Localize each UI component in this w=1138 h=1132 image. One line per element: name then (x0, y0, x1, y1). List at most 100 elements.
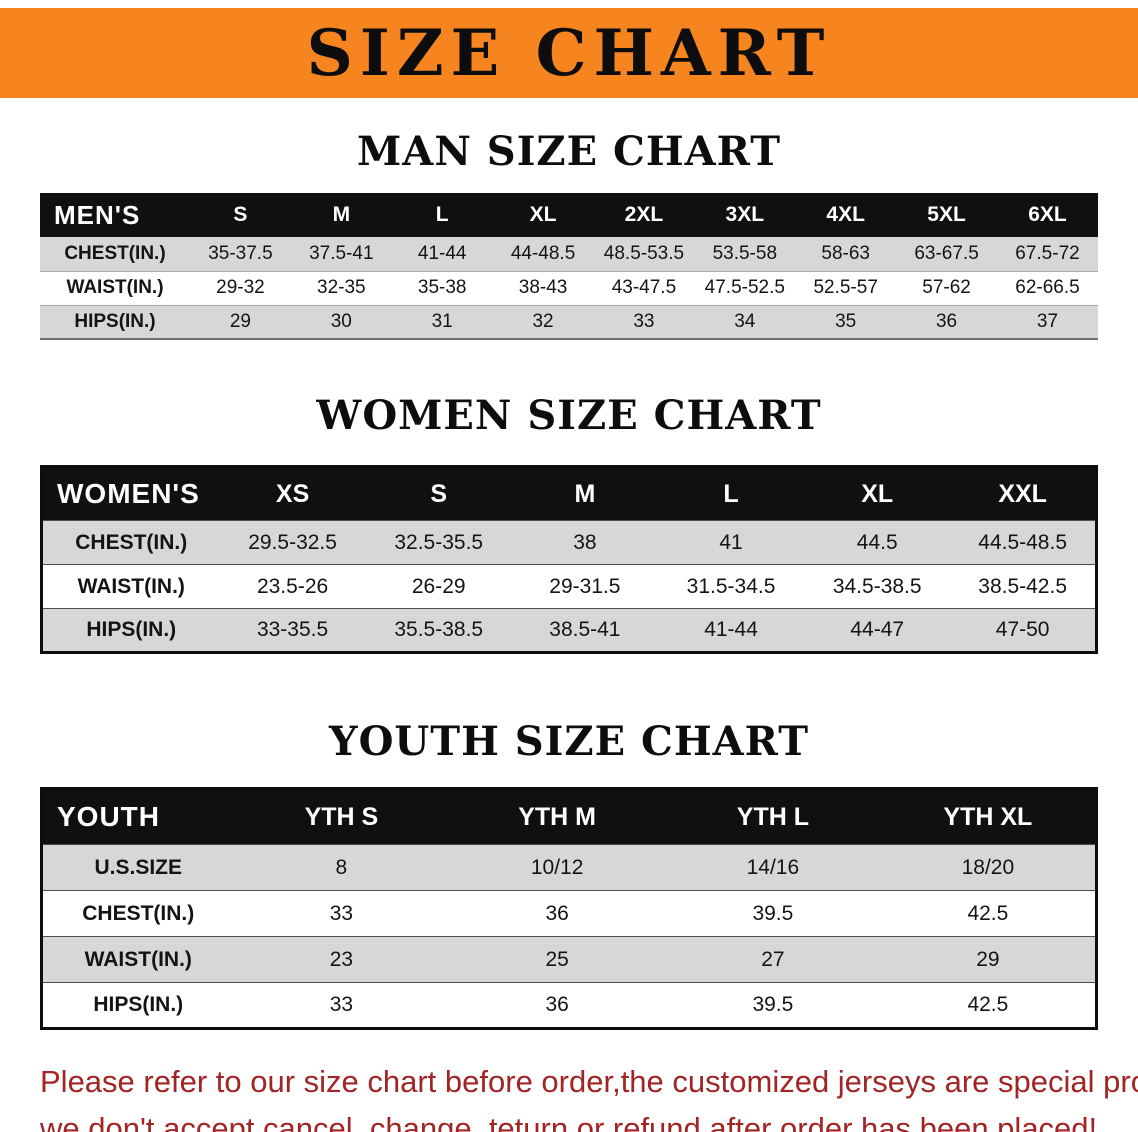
size-value-cell: 62-66.5 (1015, 277, 1080, 298)
women-size-table: WOMEN'S XS S M L XL XXL CHEST(IN.) 29.5-32.5 32.5… (40, 465, 1098, 654)
size-value-cell: 29.5-32.5 (248, 530, 337, 554)
size-value-cell: 25 (545, 947, 569, 971)
size-column-header: XL (492, 193, 594, 237)
size-column-header: YTH M (449, 788, 665, 845)
size-value-cell: 34.5-38.5 (832, 574, 922, 598)
size-value-cell: 29-31.5 (549, 574, 621, 598)
size-value-cell: 37.5-41 (309, 242, 374, 264)
measurement-row-label: HIPS(IN.) (74, 310, 156, 332)
size-column-header: YTH S (233, 788, 450, 845)
size-value-cell: 33 (633, 310, 655, 332)
size-column-header: 6XL (997, 193, 1098, 237)
size-value-cell: 18/20 (961, 855, 1015, 879)
women-section-heading: WOMEN SIZE CHART (316, 392, 822, 439)
size-value-cell: 27 (761, 947, 785, 971)
measurement-row: WAIST(IN.) 29-32 32-35 35-38 38-43 43-47.5 47.… (40, 271, 1098, 305)
men-size-table: MEN'S S M L XL 2XL 3XL 4XL 5XL 6XL CHEST(IN.) 35-37… (40, 193, 1098, 340)
size-value-cell: 36 (545, 993, 569, 1016)
size-value-cell: 48.5-53.5 (603, 242, 685, 264)
size-column-header: 5XL (896, 193, 997, 237)
size-value-cell: 32.5-35.5 (394, 530, 484, 554)
size-value-cell: 44.5-48.5 (978, 530, 1068, 554)
table-header-row: WOMEN'S XS S M L XL XXL (41, 466, 1097, 521)
size-value-cell: 41 (719, 530, 743, 554)
measurement-row-label: U.S.SIZE (94, 855, 183, 879)
size-value-cell: 39.5 (752, 901, 794, 925)
size-value-cell: 47.5-52.5 (704, 277, 785, 298)
size-value-cell: 43-47.5 (611, 277, 677, 298)
size-value-cell: 38.5-41 (549, 618, 621, 641)
size-column-header: S (365, 466, 512, 521)
table-group-label: MEN'S (40, 193, 190, 237)
size-value-cell: 35-37.5 (208, 242, 273, 264)
measurement-row: WAIST(IN.) 23.5-26 26-29 29-31.5 31.5-34.5 34… (41, 564, 1097, 609)
measurement-row: HIPS(IN.) 33 36 39.5 42.5 (41, 982, 1097, 1029)
size-value-cell: 63-67.5 (914, 242, 979, 264)
men-section-heading: MAN SIZE CHART (357, 128, 781, 175)
size-column-header: XS (219, 466, 366, 521)
size-column-header: S (190, 193, 291, 237)
size-value-cell: 30 (330, 310, 352, 332)
size-value-cell: 42.5 (967, 993, 1009, 1016)
disclaimer-note: Please refer to our size chart before or… (40, 1058, 1138, 1132)
size-value-cell: 52.5-57 (813, 277, 878, 298)
size-value-cell: 67.5-72 (1015, 242, 1080, 264)
table-group-label: YOUTH (41, 788, 234, 845)
measurement-row-label: CHEST(IN.) (82, 901, 195, 925)
youth-size-section: YOUTH SIZE CHART YOUTH YTH S YTH M YTH L YTH… (0, 718, 1138, 1030)
page-title: SIZE CHART (306, 15, 832, 91)
size-value-cell: 44.5 (856, 530, 898, 554)
size-column-header: YTH XL (880, 788, 1097, 845)
size-value-cell: 8 (335, 855, 348, 879)
table-group-label: WOMEN'S (41, 466, 220, 521)
size-value-cell: 23.5-26 (256, 574, 329, 598)
measurement-row: CHEST(IN.) 35-37.5 37.5-41 41-44 44-48.5 48.5… (40, 237, 1098, 271)
size-column-header: L (657, 466, 805, 521)
men-size-section: MAN SIZE CHART MEN'S S M L XL 2XL 3XL 4XL 5XL 6XL… (0, 128, 1138, 340)
size-column-header: XL (804, 466, 951, 521)
size-value-cell: 32 (532, 310, 554, 332)
table-header-row: MEN'S S M L XL 2XL 3XL 4XL 5XL 6XL (40, 193, 1098, 237)
size-value-cell: 31 (431, 310, 453, 332)
size-column-header: 4XL (795, 193, 897, 237)
size-column-header: 2XL (593, 193, 695, 237)
size-value-cell: 41-44 (417, 242, 467, 264)
banner: SIZE CHART (0, 8, 1138, 98)
size-value-cell: 36 (935, 310, 958, 332)
size-column-header: YTH L (665, 788, 881, 845)
size-value-cell: 35.5-38.5 (394, 618, 484, 641)
measurement-row-label: HIPS(IN.) (86, 618, 177, 641)
size-value-cell: 32-35 (317, 277, 366, 298)
measurement-row-label: CHEST(IN.) (75, 530, 188, 554)
youth-section-heading: YOUTH SIZE CHART (329, 718, 809, 765)
size-value-cell: 29 (229, 310, 251, 332)
size-value-cell: 29 (976, 947, 1000, 971)
size-value-cell: 29-32 (216, 277, 265, 298)
size-column-header: M (511, 466, 658, 521)
size-value-cell: 10/12 (530, 855, 584, 879)
size-value-cell: 36 (545, 901, 569, 925)
size-value-cell: 33-35.5 (256, 618, 329, 641)
measurement-row-label: WAIST(IN.) (84, 947, 192, 971)
size-column-header: M (290, 193, 392, 237)
size-value-cell: 44-48.5 (510, 242, 576, 264)
measurement-row-label: WAIST(IN.) (77, 574, 185, 598)
size-value-cell: 39.5 (752, 993, 794, 1016)
size-value-cell: 38-43 (518, 277, 568, 298)
size-value-cell: 34 (734, 310, 756, 332)
size-value-cell: 14/16 (746, 855, 800, 879)
size-column-header: L (391, 193, 493, 237)
women-size-section: WOMEN SIZE CHART WOMEN'S XS S M L XL XXL CHEST(… (0, 392, 1138, 654)
measurement-row: U.S.SIZE 8 10/12 14/16 18/20 (41, 844, 1097, 891)
size-value-cell: 26-29 (411, 574, 466, 598)
size-value-cell: 47-50 (995, 618, 1050, 641)
measurement-row-label: WAIST(IN.) (66, 277, 164, 298)
measurement-row: HIPS(IN.) 33-35.5 35.5-38.5 38.5-41 41-44 44-… (41, 608, 1097, 653)
size-value-cell: 41-44 (704, 618, 758, 641)
size-value-cell: 38 (573, 530, 597, 554)
table-header-row: YOUTH YTH S YTH M YTH L YTH XL (41, 788, 1097, 845)
size-column-header: XXL (950, 466, 1097, 521)
size-value-cell: 38.5-42.5 (978, 574, 1068, 598)
size-value-cell: 33 (329, 901, 354, 925)
